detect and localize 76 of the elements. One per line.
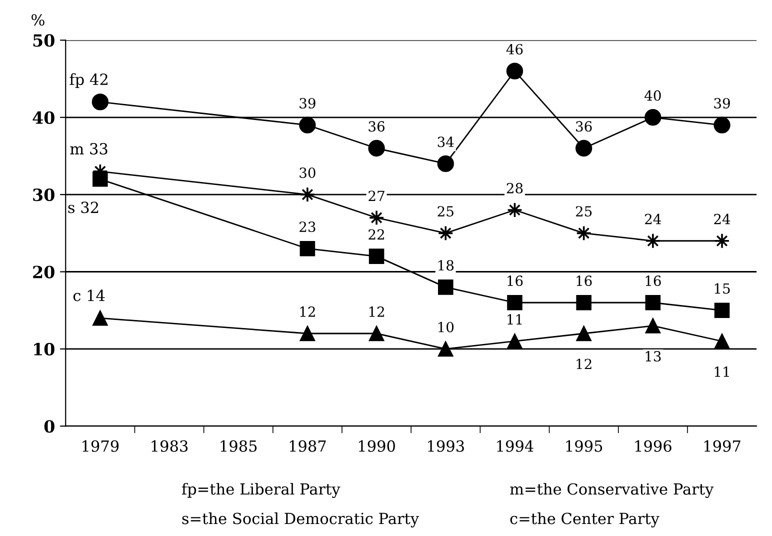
point xyxy=(507,334,522,349)
point xyxy=(576,326,592,342)
data-label: 27 xyxy=(368,190,384,201)
text: m=the Conservative Party xyxy=(510,482,714,498)
point xyxy=(714,302,730,318)
data-label: 10 xyxy=(438,322,454,332)
point xyxy=(438,280,454,295)
y-tick-label: 10 xyxy=(34,342,54,356)
point xyxy=(92,310,108,326)
x-tick-label: 1985 xyxy=(220,440,257,452)
data-label: 28 xyxy=(506,182,523,194)
data-label: 12 xyxy=(369,306,384,317)
point xyxy=(507,294,522,310)
data-label: 36 xyxy=(368,121,385,132)
x-tick-label: 1987 xyxy=(290,440,326,452)
data-label: 15 xyxy=(714,283,730,294)
y-tick-label: 0 xyxy=(44,420,54,433)
point xyxy=(575,140,592,157)
y-tick-label: 50 xyxy=(33,34,54,47)
x-tick-label: 1997 xyxy=(704,440,740,452)
data-label: 25 xyxy=(576,206,592,217)
point xyxy=(437,155,454,172)
x-tick-label: 1993 xyxy=(428,440,464,452)
data-label: 39 xyxy=(714,98,730,109)
data-label: 24 xyxy=(714,214,730,224)
point xyxy=(714,116,730,134)
data-label: 11 xyxy=(714,366,729,377)
data-label: 18 xyxy=(438,260,454,271)
point xyxy=(645,318,661,334)
text: s=the Social Democratic Party xyxy=(182,512,420,528)
data-label: 30 xyxy=(300,167,316,178)
data-label: 16 xyxy=(508,276,523,286)
point xyxy=(300,240,316,256)
point xyxy=(506,62,524,80)
data-label: 23 xyxy=(300,222,316,232)
point xyxy=(92,94,108,110)
x-tick-label: 1994 xyxy=(497,440,534,452)
point xyxy=(300,326,316,342)
y-tick-label: 40 xyxy=(32,111,54,124)
data-label: 16 xyxy=(576,276,592,286)
text: s 32 xyxy=(68,202,98,214)
x-tick-label: 1990 xyxy=(358,440,395,452)
data-label: 40 xyxy=(644,90,661,101)
point xyxy=(438,341,454,357)
text: fp=the Liberal Party xyxy=(182,482,340,498)
point xyxy=(368,326,384,342)
x-tick-label: 1995 xyxy=(566,440,602,452)
data-label: 12 xyxy=(300,306,315,317)
text: m 33 xyxy=(70,143,108,155)
data-label: 46 xyxy=(506,44,523,54)
text: fp 42 xyxy=(70,73,108,88)
text: c 14 xyxy=(73,290,105,302)
point xyxy=(368,140,385,157)
data-label: 36 xyxy=(576,121,592,132)
point xyxy=(299,116,316,134)
data-label: 12 xyxy=(576,358,592,370)
data-label: 34 xyxy=(438,136,454,148)
point xyxy=(645,294,661,310)
y-tick-label: 30 xyxy=(33,188,54,202)
data-label: 24 xyxy=(645,214,662,224)
data-label: 22 xyxy=(368,229,384,240)
data-label: 25 xyxy=(438,206,454,217)
point xyxy=(368,248,384,264)
x-tick-label: 1996 xyxy=(635,440,672,452)
text: c=the Center Party xyxy=(510,512,660,528)
point xyxy=(714,334,730,349)
data-label: 11 xyxy=(508,314,522,324)
data-label: 13 xyxy=(646,351,661,362)
point xyxy=(644,109,662,126)
data-label: 39 xyxy=(300,98,316,109)
y-axis-title: % xyxy=(32,14,44,26)
point xyxy=(576,294,592,310)
y-tick-label: 20 xyxy=(33,266,54,278)
x-tick-label: 1979 xyxy=(82,440,119,452)
x-tick-label: 1983 xyxy=(152,440,188,452)
data-label: 16 xyxy=(646,276,661,286)
